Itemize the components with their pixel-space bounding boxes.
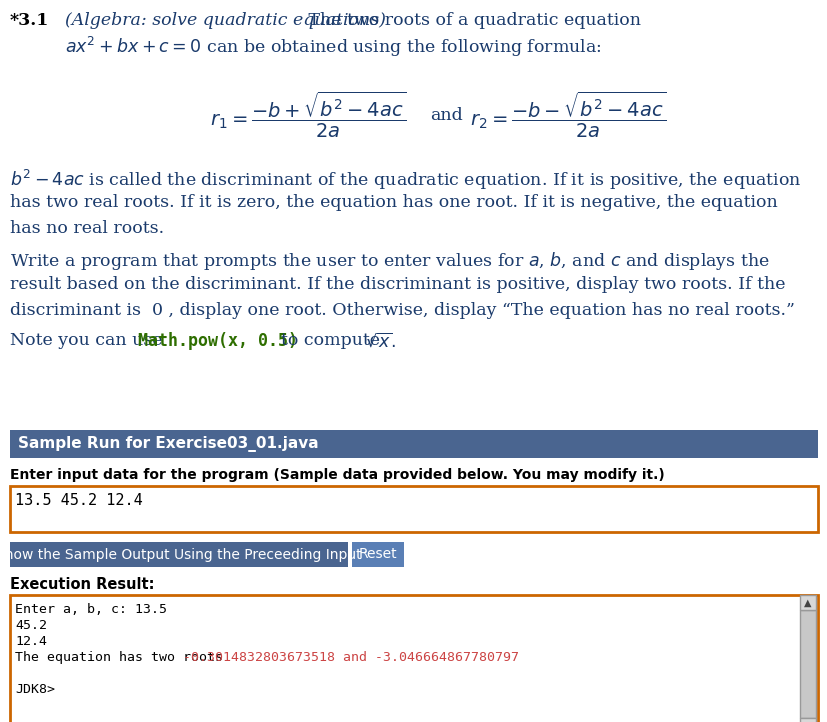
Text: and: and	[429, 107, 462, 123]
Text: $b^2 - 4ac$ is called the discriminant of the quadratic equation. If it is posit: $b^2 - 4ac$ is called the discriminant o…	[10, 168, 801, 192]
Text: Enter a, b, c: 13.5: Enter a, b, c: 13.5	[15, 603, 167, 616]
FancyBboxPatch shape	[10, 430, 817, 458]
FancyBboxPatch shape	[10, 542, 347, 567]
Text: The equation has two roots: The equation has two roots	[15, 651, 231, 664]
FancyBboxPatch shape	[799, 718, 815, 722]
FancyBboxPatch shape	[10, 595, 817, 722]
FancyBboxPatch shape	[10, 486, 817, 532]
Text: 13.5 45.2 12.4: 13.5 45.2 12.4	[15, 493, 142, 508]
Text: $r_2 = \dfrac{-b - \sqrt{b^2 - 4ac}}{2a}$: $r_2 = \dfrac{-b - \sqrt{b^2 - 4ac}}{2a}…	[470, 90, 666, 140]
Text: Math.pow(x, 0.5): Math.pow(x, 0.5)	[138, 332, 298, 350]
Text: ▲: ▲	[803, 598, 810, 607]
Text: JDK8>: JDK8>	[15, 683, 55, 696]
Text: $\sqrt{x}$.: $\sqrt{x}$.	[365, 332, 396, 351]
Text: Reset: Reset	[358, 547, 397, 562]
Text: Note you can use: Note you can use	[10, 332, 168, 349]
Text: The two roots of a quadratic equation: The two roots of a quadratic equation	[303, 12, 640, 29]
Text: Execution Result:: Execution Result:	[10, 577, 155, 592]
Text: 12.4: 12.4	[15, 635, 47, 648]
Text: $r_1 = \dfrac{-b + \sqrt{b^2 - 4ac}}{2a}$: $r_1 = \dfrac{-b + \sqrt{b^2 - 4ac}}{2a}…	[210, 90, 406, 140]
Text: has no real roots.: has no real roots.	[10, 220, 164, 237]
Text: to compute: to compute	[270, 332, 385, 349]
FancyBboxPatch shape	[351, 542, 404, 567]
Text: Show the Sample Output Using the Preceeding Input: Show the Sample Output Using the Preceed…	[0, 547, 361, 562]
FancyBboxPatch shape	[799, 610, 815, 718]
Text: Write a program that prompts the user to enter values for $a$, $b$, and $c$ and : Write a program that prompts the user to…	[10, 250, 769, 272]
FancyBboxPatch shape	[799, 595, 815, 610]
Text: result based on the discriminant. If the discriminant is positive, display two r: result based on the discriminant. If the…	[10, 276, 785, 293]
Text: Sample Run for Exercise03_01.java: Sample Run for Exercise03_01.java	[18, 436, 318, 452]
Text: *3.1: *3.1	[10, 12, 50, 29]
Text: -0.3014832803673518 and -3.046664867780797: -0.3014832803673518 and -3.0466648677807…	[183, 651, 519, 664]
Text: (Algebra: solve quadratic equations): (Algebra: solve quadratic equations)	[65, 12, 385, 29]
Text: 45.2: 45.2	[15, 619, 47, 632]
Text: Enter input data for the program (Sample data provided below. You may modify it.: Enter input data for the program (Sample…	[10, 468, 664, 482]
Text: discriminant is  0 , display one root. Otherwise, display “The equation has no r: discriminant is 0 , display one root. Ot…	[10, 302, 794, 319]
Text: ▼: ▼	[803, 721, 810, 722]
Text: has two real roots. If it is zero, the equation has one root. If it is negative,: has two real roots. If it is zero, the e…	[10, 194, 777, 211]
Text: $ax^2 + bx + c = 0$ can be obtained using the following formula:: $ax^2 + bx + c = 0$ can be obtained usin…	[65, 35, 601, 59]
